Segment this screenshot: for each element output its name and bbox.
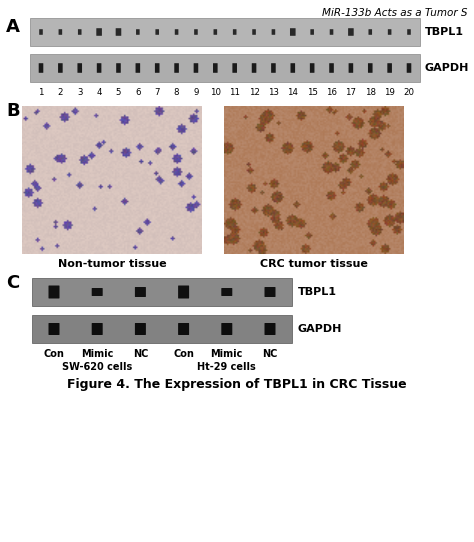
- FancyBboxPatch shape: [252, 29, 256, 35]
- Text: Ht-29 cells: Ht-29 cells: [198, 362, 256, 372]
- FancyBboxPatch shape: [348, 63, 353, 73]
- Text: 4: 4: [96, 88, 102, 97]
- Text: GAPDH: GAPDH: [298, 324, 342, 334]
- FancyBboxPatch shape: [407, 29, 411, 35]
- Text: Figure 4. The Expression of TBPL1 in CRC Tissue: Figure 4. The Expression of TBPL1 in CRC…: [67, 378, 407, 391]
- FancyBboxPatch shape: [387, 63, 392, 73]
- Text: Mimic: Mimic: [81, 349, 113, 359]
- FancyBboxPatch shape: [233, 29, 237, 35]
- Text: NC: NC: [262, 349, 278, 359]
- FancyBboxPatch shape: [58, 63, 63, 73]
- Text: 20: 20: [403, 88, 414, 97]
- FancyBboxPatch shape: [78, 29, 82, 35]
- Text: 18: 18: [365, 88, 376, 97]
- FancyBboxPatch shape: [290, 28, 296, 36]
- FancyBboxPatch shape: [155, 63, 160, 73]
- Text: Mimic: Mimic: [210, 349, 243, 359]
- FancyBboxPatch shape: [116, 63, 121, 73]
- FancyBboxPatch shape: [330, 29, 333, 35]
- Text: MiR-133b Acts as a Tumor S: MiR-133b Acts as a Tumor S: [322, 8, 468, 18]
- FancyBboxPatch shape: [252, 63, 256, 73]
- Text: 7: 7: [155, 88, 160, 97]
- Text: C: C: [6, 274, 19, 292]
- Text: GAPDH: GAPDH: [425, 63, 469, 73]
- Text: SW-620 cells: SW-620 cells: [62, 362, 132, 372]
- Bar: [32, 315, 292, 343]
- FancyBboxPatch shape: [272, 29, 275, 35]
- FancyBboxPatch shape: [96, 28, 102, 36]
- FancyBboxPatch shape: [329, 63, 334, 73]
- FancyBboxPatch shape: [264, 323, 275, 335]
- Text: 13: 13: [268, 88, 279, 97]
- FancyBboxPatch shape: [310, 63, 314, 73]
- Text: 15: 15: [307, 88, 318, 97]
- Text: A: A: [6, 18, 20, 36]
- Text: CRC tumor tissue: CRC tumor tissue: [260, 259, 368, 269]
- FancyBboxPatch shape: [221, 323, 232, 335]
- FancyBboxPatch shape: [116, 28, 121, 36]
- FancyBboxPatch shape: [136, 29, 140, 35]
- Bar: [30, 18, 420, 46]
- FancyBboxPatch shape: [48, 323, 60, 335]
- FancyBboxPatch shape: [59, 29, 62, 35]
- FancyBboxPatch shape: [310, 29, 314, 35]
- Text: 9: 9: [193, 88, 199, 97]
- Text: 16: 16: [326, 88, 337, 97]
- FancyBboxPatch shape: [271, 63, 276, 73]
- FancyBboxPatch shape: [213, 63, 218, 73]
- Text: 2: 2: [58, 88, 63, 97]
- FancyBboxPatch shape: [135, 287, 146, 297]
- Text: 11: 11: [229, 88, 240, 97]
- Bar: [30, 54, 420, 82]
- FancyBboxPatch shape: [97, 63, 101, 73]
- FancyBboxPatch shape: [91, 323, 103, 335]
- FancyBboxPatch shape: [91, 288, 103, 296]
- FancyBboxPatch shape: [48, 286, 60, 299]
- Bar: [32, 278, 292, 306]
- Text: Non-tumor tissue: Non-tumor tissue: [58, 259, 166, 269]
- Text: TBPL1: TBPL1: [298, 287, 337, 297]
- FancyBboxPatch shape: [407, 63, 411, 73]
- Text: NC: NC: [133, 349, 148, 359]
- Text: 3: 3: [77, 88, 82, 97]
- Text: 12: 12: [248, 88, 260, 97]
- Text: 1: 1: [38, 88, 44, 97]
- FancyBboxPatch shape: [174, 63, 179, 73]
- FancyBboxPatch shape: [155, 29, 159, 35]
- Text: TBPL1: TBPL1: [425, 27, 464, 37]
- FancyBboxPatch shape: [178, 323, 189, 335]
- FancyBboxPatch shape: [39, 29, 43, 35]
- Text: 10: 10: [210, 88, 221, 97]
- FancyBboxPatch shape: [136, 63, 140, 73]
- FancyBboxPatch shape: [175, 29, 178, 35]
- FancyBboxPatch shape: [368, 63, 373, 73]
- Text: B: B: [6, 102, 19, 120]
- FancyBboxPatch shape: [221, 288, 232, 296]
- Text: 5: 5: [116, 88, 121, 97]
- FancyBboxPatch shape: [291, 63, 295, 73]
- Text: 19: 19: [384, 88, 395, 97]
- FancyBboxPatch shape: [39, 63, 43, 73]
- FancyBboxPatch shape: [213, 29, 217, 35]
- Text: 6: 6: [135, 88, 141, 97]
- FancyBboxPatch shape: [194, 29, 198, 35]
- FancyBboxPatch shape: [178, 286, 189, 299]
- FancyBboxPatch shape: [368, 29, 372, 35]
- Text: 8: 8: [174, 88, 179, 97]
- Text: Con: Con: [44, 349, 64, 359]
- FancyBboxPatch shape: [135, 323, 146, 335]
- FancyBboxPatch shape: [232, 63, 237, 73]
- FancyBboxPatch shape: [388, 29, 392, 35]
- FancyBboxPatch shape: [194, 63, 198, 73]
- Text: 17: 17: [346, 88, 356, 97]
- Text: Con: Con: [173, 349, 194, 359]
- FancyBboxPatch shape: [264, 287, 275, 297]
- Text: 14: 14: [287, 88, 298, 97]
- FancyBboxPatch shape: [348, 28, 354, 36]
- FancyBboxPatch shape: [77, 63, 82, 73]
